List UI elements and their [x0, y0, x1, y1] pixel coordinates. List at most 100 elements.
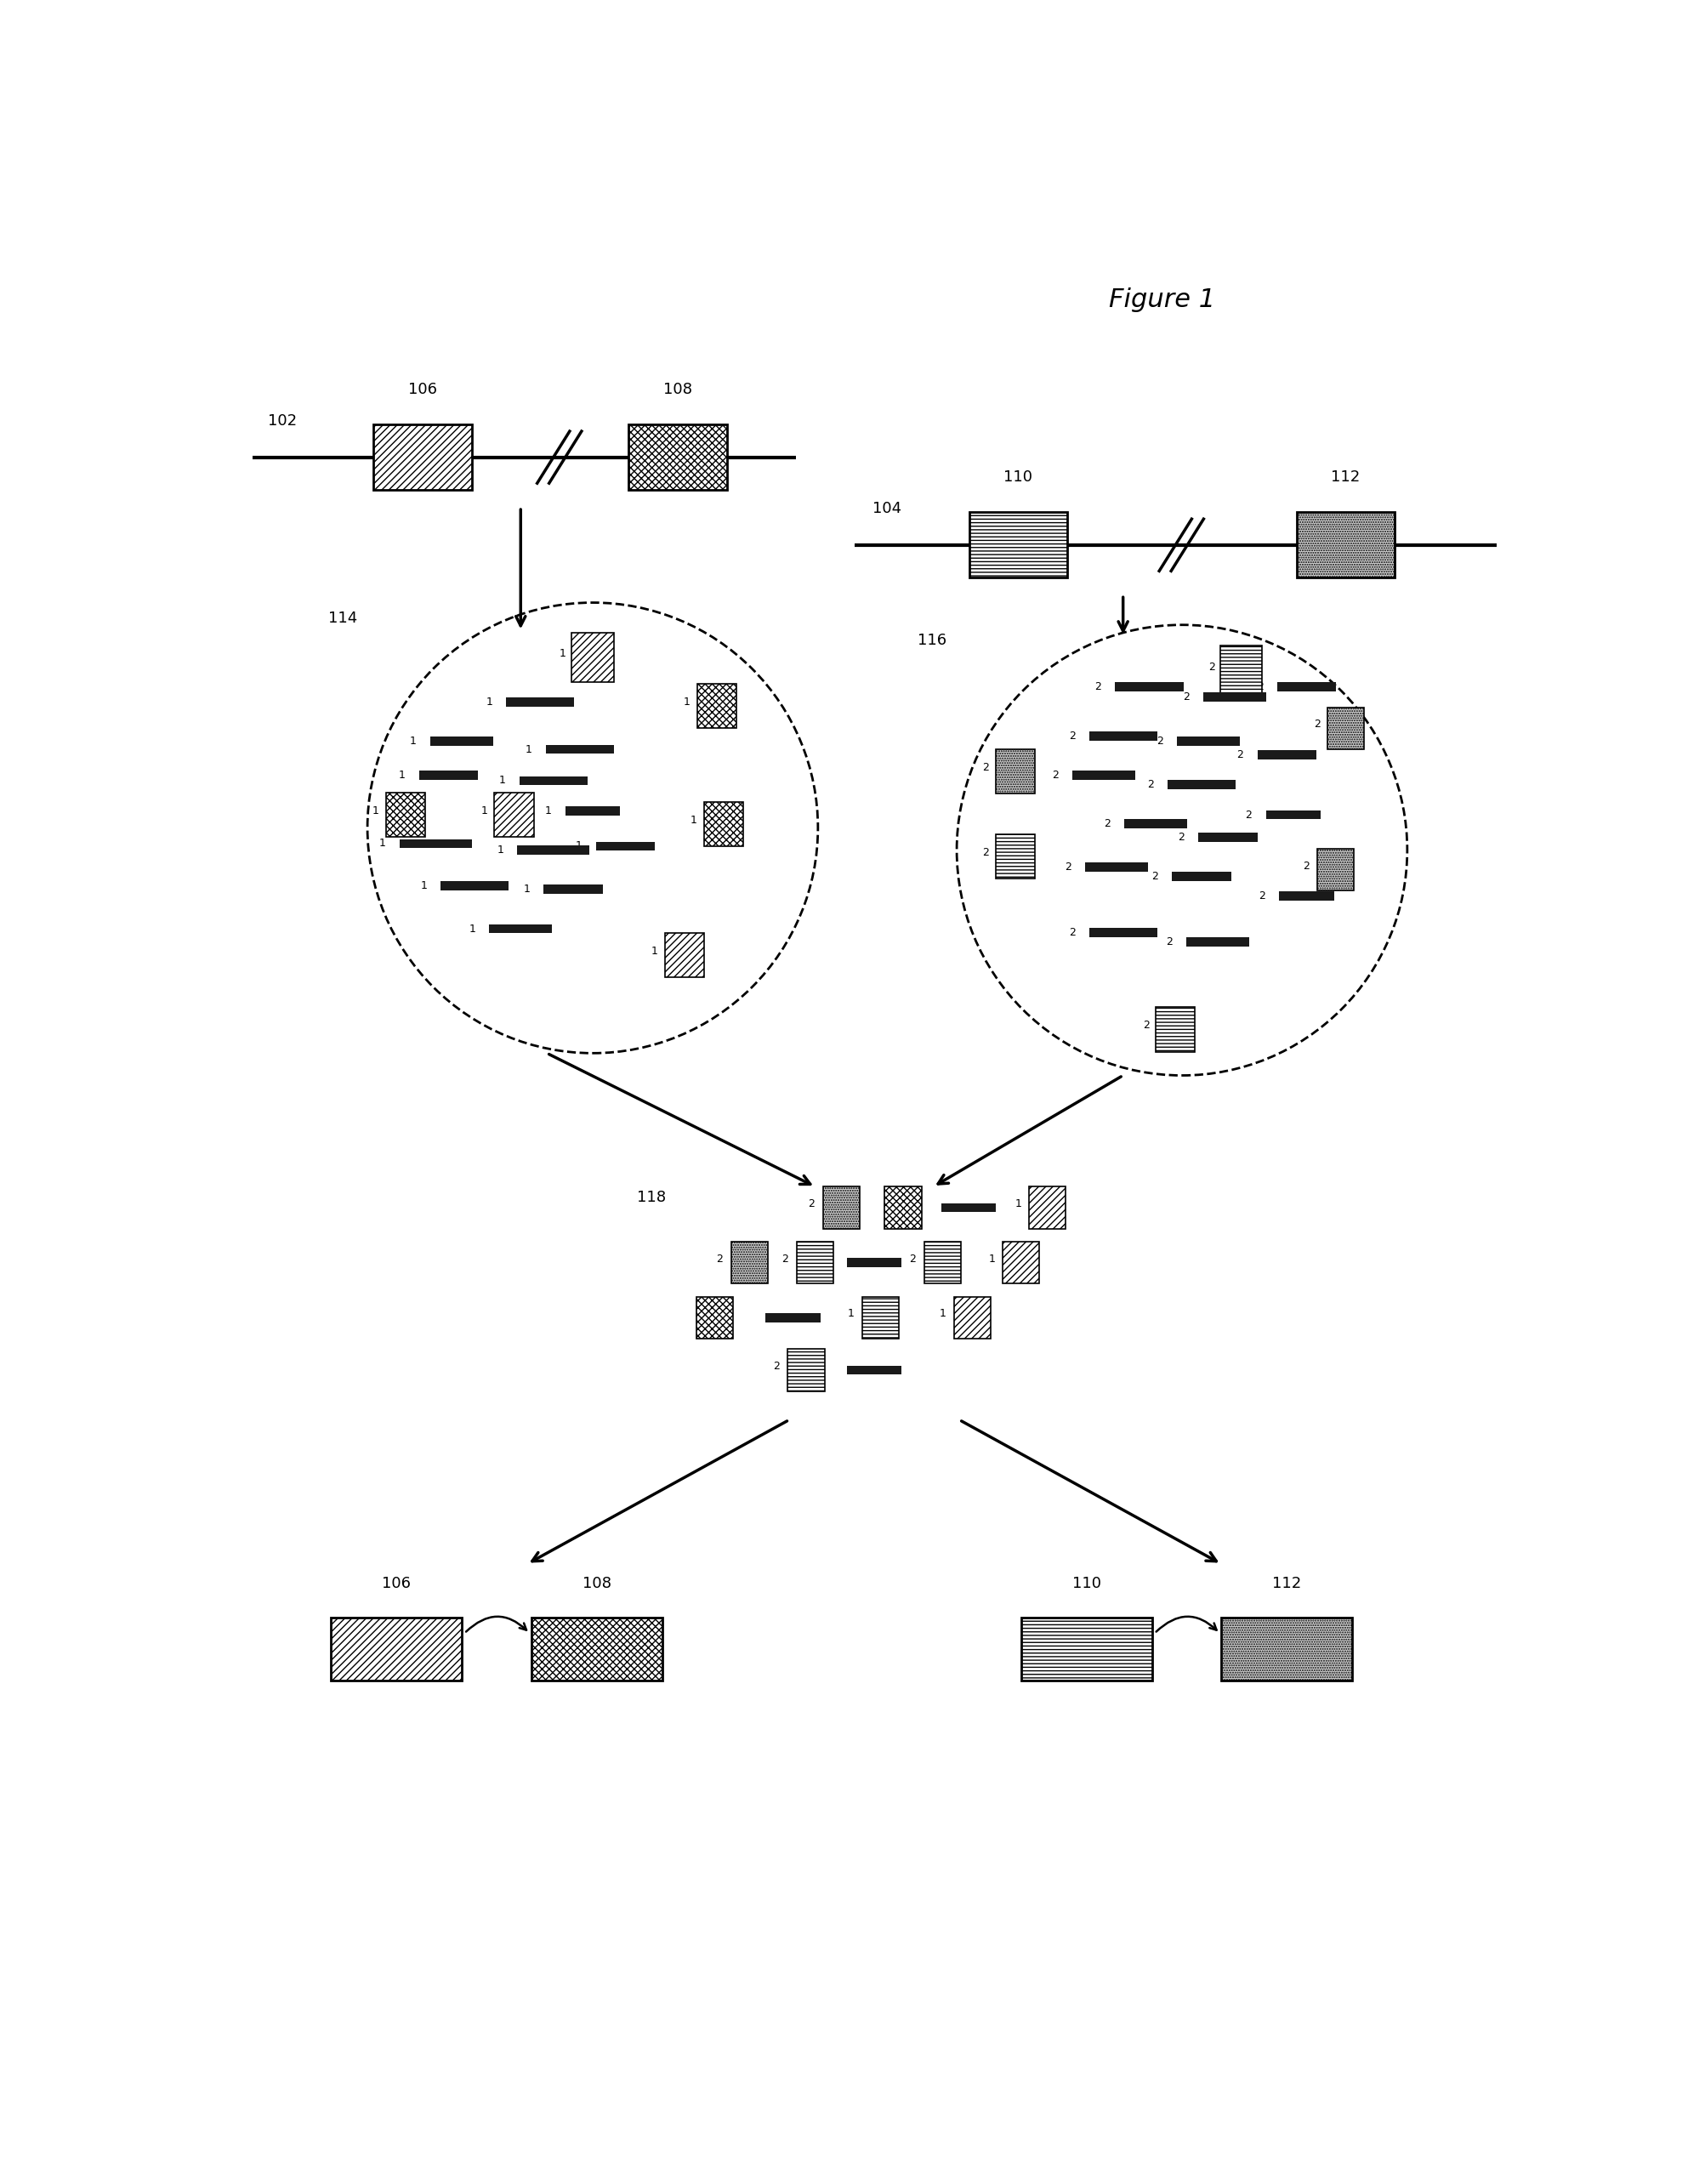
Text: 2: 2 — [772, 1361, 779, 1372]
Text: 2: 2 — [1209, 662, 1216, 673]
Text: 2: 2 — [909, 1254, 916, 1265]
Bar — [494, 793, 534, 836]
Bar — [595, 841, 655, 852]
Bar — [996, 834, 1035, 878]
Text: 1: 1 — [486, 697, 493, 708]
Bar — [846, 1365, 902, 1374]
Text: 1: 1 — [559, 649, 566, 660]
Bar — [1265, 810, 1320, 819]
Bar — [941, 1203, 996, 1212]
Text: 2: 2 — [1067, 732, 1074, 743]
Text: 1: 1 — [575, 841, 581, 852]
Text: Figure 1: Figure 1 — [1108, 288, 1216, 312]
Text: 1: 1 — [544, 806, 551, 817]
Bar — [704, 802, 743, 845]
Bar — [968, 513, 1067, 579]
Text: 2: 2 — [1245, 810, 1251, 821]
Bar — [546, 745, 614, 753]
Bar — [1028, 1186, 1066, 1230]
Bar — [1156, 1007, 1195, 1053]
Text: 2: 2 — [1156, 736, 1163, 747]
Text: 112: 112 — [1272, 1577, 1301, 1592]
Bar — [399, 839, 471, 847]
Text: 1: 1 — [372, 806, 379, 817]
Bar — [1171, 871, 1231, 880]
Bar — [571, 633, 614, 681]
FancyArrowPatch shape — [1156, 1616, 1216, 1631]
Bar — [796, 1243, 834, 1284]
Bar — [953, 1297, 991, 1339]
Text: 1: 1 — [989, 1254, 996, 1265]
Text: 2: 2 — [982, 847, 989, 858]
Text: 106: 106 — [407, 382, 436, 397]
Bar — [629, 424, 726, 489]
Text: 112: 112 — [1330, 470, 1359, 485]
Bar — [1088, 732, 1156, 740]
Bar — [530, 1618, 662, 1679]
Text: 1: 1 — [525, 745, 532, 756]
Text: 2: 2 — [1147, 780, 1153, 791]
Text: 1: 1 — [1014, 1199, 1021, 1210]
Text: 1: 1 — [409, 736, 416, 747]
Text: 1: 1 — [500, 775, 505, 786]
Text: 2: 2 — [1182, 692, 1188, 703]
Text: 2: 2 — [1095, 681, 1101, 692]
Text: 1: 1 — [469, 924, 476, 935]
Bar — [824, 1186, 859, 1230]
Bar — [885, 1186, 921, 1230]
Bar — [766, 1313, 820, 1321]
Bar — [1296, 513, 1395, 579]
Text: 1: 1 — [938, 1308, 945, 1319]
Bar — [373, 424, 471, 489]
Text: 2: 2 — [1064, 863, 1071, 874]
Bar — [863, 1297, 899, 1339]
Text: 2: 2 — [808, 1199, 815, 1210]
Text: 1: 1 — [523, 885, 530, 895]
Bar — [697, 684, 737, 727]
Bar — [696, 1297, 733, 1339]
Bar — [1219, 646, 1262, 695]
Text: 2: 2 — [1151, 871, 1158, 882]
Text: 1: 1 — [481, 806, 488, 817]
Bar — [731, 1243, 767, 1284]
Bar — [517, 845, 590, 854]
Bar — [331, 1618, 462, 1679]
Bar — [1277, 681, 1335, 690]
Bar — [1279, 891, 1333, 900]
Text: 1: 1 — [691, 815, 697, 826]
Text: 114: 114 — [327, 612, 356, 627]
Bar — [1257, 749, 1316, 760]
Text: 1: 1 — [847, 1308, 854, 1319]
Bar — [489, 924, 552, 933]
Text: 1: 1 — [419, 880, 426, 891]
Bar — [1221, 1618, 1352, 1679]
Bar — [1176, 736, 1240, 747]
Text: 2: 2 — [1178, 832, 1183, 843]
Bar — [518, 775, 587, 786]
Text: 2: 2 — [982, 762, 989, 773]
Text: 2: 2 — [1313, 719, 1320, 729]
Bar — [440, 880, 508, 891]
Text: 2: 2 — [1257, 681, 1263, 692]
Text: 2: 2 — [1165, 937, 1171, 948]
Bar — [1124, 819, 1187, 828]
Bar — [1185, 937, 1248, 946]
Text: 110: 110 — [1071, 1577, 1100, 1592]
Bar — [788, 1350, 824, 1391]
Bar — [1088, 928, 1156, 937]
Bar — [1326, 708, 1364, 749]
Bar — [1003, 1243, 1038, 1284]
Text: 2: 2 — [1236, 749, 1243, 760]
Text: 110: 110 — [1003, 470, 1032, 485]
Text: 118: 118 — [636, 1190, 665, 1206]
Bar — [1020, 1618, 1151, 1679]
Bar — [1084, 863, 1147, 871]
Bar — [924, 1243, 960, 1284]
Bar — [1316, 850, 1352, 891]
Text: 116: 116 — [917, 633, 946, 649]
Text: 2: 2 — [1103, 819, 1110, 830]
Text: 104: 104 — [873, 500, 902, 515]
Bar — [846, 1258, 902, 1267]
Text: 2: 2 — [1142, 1020, 1149, 1031]
Text: 1: 1 — [496, 845, 503, 856]
